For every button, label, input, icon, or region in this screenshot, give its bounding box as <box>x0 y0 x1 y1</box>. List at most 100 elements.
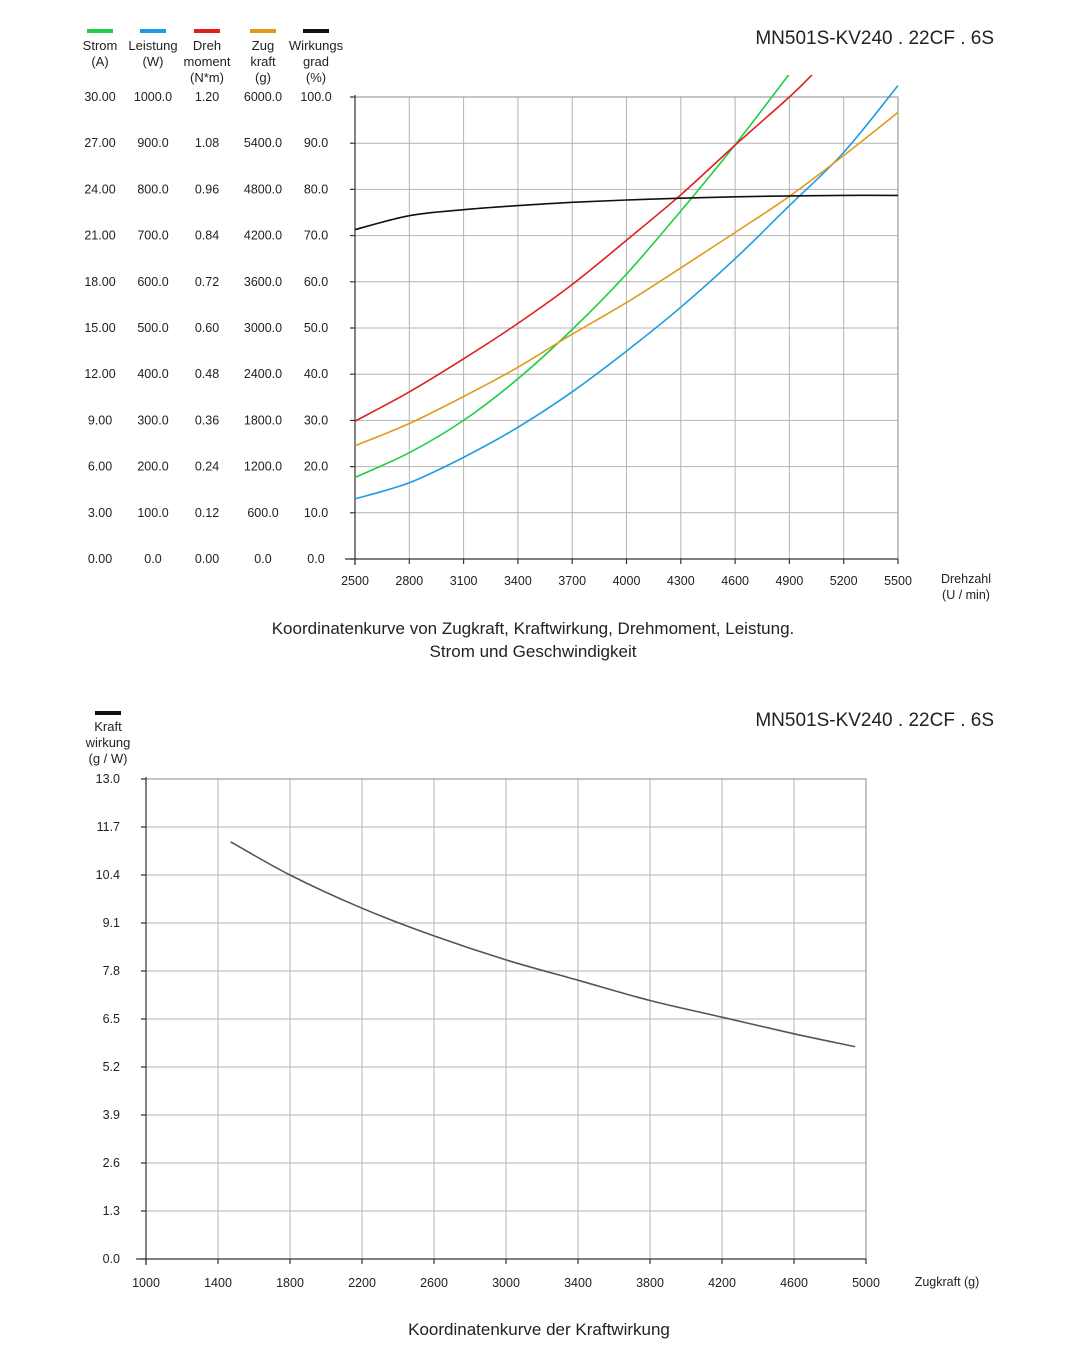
y-tick-label-wirkungs: 10.0 <box>304 506 328 520</box>
x-tick-label: 1400 <box>204 1276 232 1290</box>
axis-header-dreh-line-3: (N*m) <box>190 70 224 85</box>
y-tick-label-dreh: 0.60 <box>195 321 219 335</box>
y-tick-label-zug: 0.0 <box>254 552 271 566</box>
y-tick-label-dreh: 0.96 <box>195 182 219 196</box>
x-tick-label: 2500 <box>341 574 369 588</box>
y-tick-label-kraft: 11.7 <box>97 820 120 834</box>
x-tick-label: 3100 <box>450 574 478 588</box>
chart-2-xlabel: Zugkraft (g) <box>915 1275 980 1289</box>
axis-header-kraft-line-2: wirkung <box>85 735 131 750</box>
chart-2-title: MN501S-KV240 . 22CF . 6S <box>755 710 994 731</box>
y-tick-label-wirkungs: 20.0 <box>304 460 328 474</box>
y-tick-label-leistung: 800.0 <box>137 182 168 196</box>
legend-swatch-kraft <box>95 711 121 715</box>
y-tick-label-dreh: 0.12 <box>195 506 219 520</box>
x-tick-label: 2800 <box>395 574 423 588</box>
y-tick-label-wirkungs: 100.0 <box>300 90 331 104</box>
y-tick-label-wirkungs: 60.0 <box>304 275 328 289</box>
x-tick-label: 5200 <box>830 574 858 588</box>
y-tick-label-zug: 2400.0 <box>244 367 282 381</box>
y-tick-label-wirkungs: 70.0 <box>304 229 328 243</box>
y-tick-label-kraft: 0.0 <box>103 1252 120 1266</box>
y-tick-label-leistung: 700.0 <box>137 229 168 243</box>
x-tick-label: 4000 <box>613 574 641 588</box>
y-tick-label-kraft: 5.2 <box>103 1060 120 1074</box>
x-tick-label: 3800 <box>636 1276 664 1290</box>
y-tick-label-strom: 18.00 <box>84 275 115 289</box>
chart-1-title: MN501S-KV240 . 22CF . 6S <box>755 28 994 49</box>
y-tick-label-zug: 5400.0 <box>244 136 282 150</box>
legend-swatch-zug <box>250 29 276 33</box>
y-tick-label-leistung: 100.0 <box>137 506 168 520</box>
y-tick-label-dreh: 1.08 <box>195 136 219 150</box>
y-tick-label-leistung: 400.0 <box>137 367 168 381</box>
y-tick-label-kraft: 1.3 <box>103 1204 120 1218</box>
chart-1-x-tick-labels: 2500 2800 3100 3400 3700 4000 4300 4600 4900 5200… <box>341 574 912 588</box>
axis-header-zug-line-1: Zug <box>252 38 274 53</box>
series-line-leistung <box>355 84 899 500</box>
y-tick-label-leistung: 1000.0 <box>134 90 172 104</box>
y-tick-label-wirkungs: 50.0 <box>304 321 328 335</box>
y-tick-label-leistung: 500.0 <box>137 321 168 335</box>
chart-1-axis-headers: Strom(A) Leistung(W) Drehmoment(N*m) Zugkra… <box>83 29 344 85</box>
y-tick-label-zug: 600.0 <box>247 506 278 520</box>
x-tick-label: 4200 <box>708 1276 736 1290</box>
y-tick-label-kraft: 3.9 <box>103 1108 120 1122</box>
x-tick-label: 5500 <box>884 574 912 588</box>
chart-2-x-tick-labels: 1000 1400 1800 2200 2600 3000 3400 3800 4200 4600… <box>132 1276 880 1290</box>
x-tick-label: 3400 <box>564 1276 592 1290</box>
axis-header-kraft-line-1: Kraft <box>94 719 122 734</box>
y-tick-label-strom: 15.00 <box>84 321 115 335</box>
y-tick-label-zug: 4800.0 <box>244 182 282 196</box>
axis-header-leistung-line-1: Leistung <box>128 38 177 53</box>
y-tick-label-kraft: 10.4 <box>96 868 120 882</box>
axis-header-strom-line-1: Strom <box>83 38 118 53</box>
chart-1: MN501S-KV240 . 22CF . 6S Strom(A) Leistun… <box>83 28 994 661</box>
x-tick-label: 4600 <box>721 574 749 588</box>
axis-header-wirkungs-line-2: grad <box>303 54 329 69</box>
series-line-wirkungsgrad <box>355 194 899 231</box>
chart-1-y-tick-labels: 0.00 3.00 6.00 9.00 12.00 15.00 18.00 21.00 24.0… <box>84 90 331 566</box>
x-tick-label: 3400 <box>504 574 532 588</box>
legend-swatch-dreh <box>194 29 220 33</box>
y-tick-label-kraft: 2.6 <box>103 1156 120 1170</box>
y-tick-label-dreh: 0.48 <box>195 367 219 381</box>
y-tick-label-wirkungs: 30.0 <box>304 413 328 427</box>
x-tick-label: 2200 <box>348 1276 376 1290</box>
x-tick-label: 3700 <box>558 574 586 588</box>
legend-swatch-strom <box>87 29 113 33</box>
legend-swatch-wirkungs <box>303 29 329 33</box>
y-tick-label-dreh: 0.36 <box>195 413 219 427</box>
series-line-drehmoment <box>355 75 813 422</box>
chart-1-series <box>355 75 899 500</box>
y-tick-label-strom: 30.00 <box>84 90 115 104</box>
chart-1-xlabel-line-1: Drehzahl <box>941 572 991 586</box>
y-tick-label-kraft: 7.8 <box>103 964 120 978</box>
y-tick-label-dreh: 0.00 <box>195 552 219 566</box>
x-tick-label: 4600 <box>780 1276 808 1290</box>
y-tick-label-wirkungs: 0.0 <box>307 552 324 566</box>
axis-header-kraft-line-3: (g / W) <box>89 751 128 766</box>
chart-1-grid <box>345 95 899 565</box>
chart-1-caption-line-1: Koordinatenkurve von Zugkraft, Kraftwirk… <box>272 619 795 638</box>
x-tick-label: 5000 <box>852 1276 880 1290</box>
y-tick-label-strom: 24.00 <box>84 182 115 196</box>
y-tick-label-dreh: 1.20 <box>195 90 219 104</box>
y-tick-label-strom: 6.00 <box>88 460 112 474</box>
x-tick-label: 4300 <box>667 574 695 588</box>
y-tick-label-strom: 12.00 <box>84 367 115 381</box>
y-tick-label-strom: 9.00 <box>88 413 112 427</box>
axis-header-dreh-line-1: Dreh <box>193 38 221 53</box>
x-tick-label: 1000 <box>132 1276 160 1290</box>
x-tick-label: 2600 <box>420 1276 448 1290</box>
y-tick-label-dreh: 0.84 <box>195 229 219 243</box>
chart-2-series <box>230 841 856 1048</box>
y-tick-label-leistung: 200.0 <box>137 460 168 474</box>
y-tick-label-kraft: 13.0 <box>96 772 120 786</box>
chart-2: MN501S-KV240 . 22CF . 6S Kraftwirkung(g … <box>85 710 994 1339</box>
series-line-strom <box>355 75 790 479</box>
axis-header-strom-line-2: (A) <box>91 54 108 69</box>
y-tick-label-zug: 4200.0 <box>244 229 282 243</box>
axis-header-leistung-line-2: (W) <box>143 54 164 69</box>
